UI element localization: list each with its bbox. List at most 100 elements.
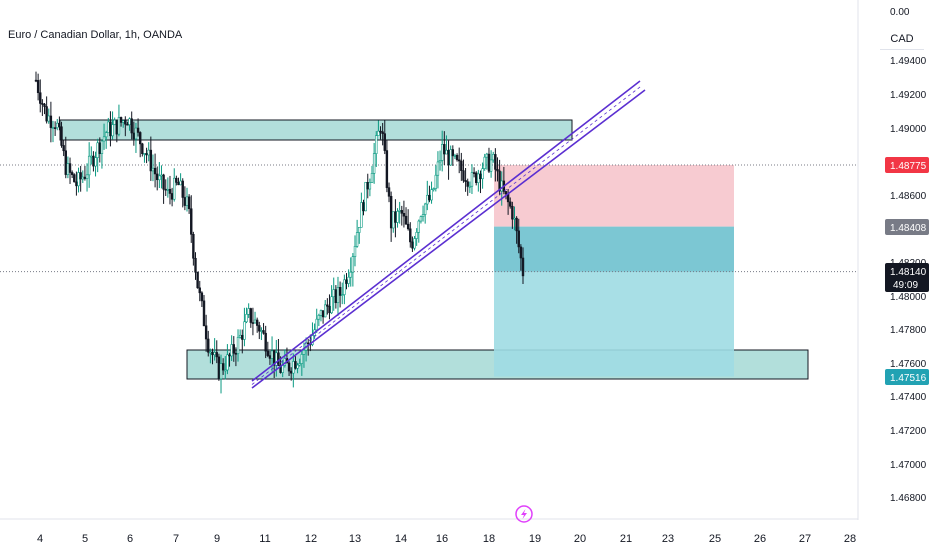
candle-body bbox=[194, 257, 197, 273]
candle-body bbox=[79, 172, 82, 180]
candle-body bbox=[519, 246, 523, 259]
candle-body bbox=[170, 193, 174, 200]
stop-price-badge bbox=[885, 157, 929, 173]
candle-body bbox=[96, 142, 99, 158]
candle-body bbox=[98, 142, 101, 154]
candle-body bbox=[260, 330, 263, 332]
x-tick-label: 23 bbox=[662, 533, 674, 545]
candle-body bbox=[215, 352, 218, 358]
candle-body bbox=[343, 279, 346, 295]
candle-body bbox=[287, 362, 291, 372]
candle-body bbox=[202, 300, 206, 327]
candle-body bbox=[366, 181, 369, 190]
candle-body bbox=[179, 180, 182, 186]
candle-body bbox=[228, 354, 231, 357]
candle-body bbox=[173, 177, 176, 200]
candle-body bbox=[417, 220, 420, 233]
x-tick-label: 6 bbox=[127, 533, 133, 545]
candle-body bbox=[396, 211, 399, 223]
x-tick-label: 21 bbox=[620, 533, 632, 545]
candle-body bbox=[302, 349, 306, 355]
candle-body bbox=[175, 177, 178, 183]
candle-body bbox=[332, 289, 335, 298]
candle-body bbox=[504, 191, 508, 195]
y-tick-label: 1.48600 bbox=[890, 191, 927, 202]
candle-body bbox=[428, 194, 431, 201]
candle-body bbox=[160, 174, 163, 177]
x-tick-label: 25 bbox=[709, 533, 721, 545]
candle-body bbox=[270, 350, 274, 359]
stop-loss-area[interactable] bbox=[494, 165, 734, 227]
candle-body bbox=[460, 160, 463, 171]
candle-body bbox=[470, 172, 474, 187]
candle-body bbox=[151, 167, 155, 172]
candle-body bbox=[492, 154, 495, 161]
currency-label[interactable]: CAD bbox=[880, 29, 924, 50]
candle-body bbox=[249, 308, 252, 323]
candle-body bbox=[368, 182, 372, 190]
candle-body bbox=[358, 227, 361, 233]
candle-body bbox=[398, 210, 401, 212]
candle-body bbox=[234, 352, 238, 355]
candle-body bbox=[77, 172, 80, 187]
candle-body bbox=[275, 352, 278, 366]
candle-body bbox=[255, 319, 259, 326]
candle-body bbox=[289, 370, 293, 374]
candle-body bbox=[119, 117, 123, 123]
channel-lower-line[interactable] bbox=[251, 89, 646, 389]
x-tick-label: 19 bbox=[529, 533, 541, 545]
candle-body bbox=[183, 197, 187, 206]
candle-body bbox=[477, 173, 480, 183]
x-tick-label: 11 bbox=[259, 533, 270, 545]
y-tick-label: 1.49000 bbox=[890, 124, 927, 135]
candle-body bbox=[153, 167, 157, 175]
candle-body bbox=[434, 174, 438, 189]
lightning-icon[interactable] bbox=[515, 505, 533, 523]
candle-body bbox=[45, 106, 48, 122]
candle-body bbox=[109, 121, 112, 137]
candle-body bbox=[443, 144, 446, 155]
candle-body bbox=[85, 174, 89, 179]
symbol-title: Euro / Canadian Dollar, 1h, OANDA bbox=[8, 29, 183, 41]
candle-body bbox=[62, 145, 65, 152]
candle-body bbox=[321, 310, 325, 318]
candle-body bbox=[51, 127, 55, 129]
candle-body bbox=[389, 195, 393, 229]
candle-body bbox=[164, 188, 167, 191]
candle-body bbox=[107, 121, 110, 134]
candle-body bbox=[411, 241, 414, 249]
candle-body bbox=[162, 174, 165, 190]
y-tick-label: 1.48000 bbox=[890, 292, 927, 303]
candle-body bbox=[94, 157, 97, 167]
candle-body bbox=[243, 321, 246, 340]
y-tick-label: 1.49200 bbox=[890, 90, 927, 101]
candle-body bbox=[136, 127, 140, 133]
candle-body bbox=[156, 173, 159, 181]
candle-body bbox=[145, 153, 148, 156]
candle-body bbox=[187, 196, 191, 210]
candle-body bbox=[445, 149, 448, 155]
candle-body bbox=[338, 287, 342, 296]
candle-body bbox=[60, 126, 63, 146]
candle-body bbox=[132, 132, 136, 140]
candle-body bbox=[56, 122, 59, 128]
candle-body bbox=[330, 296, 333, 314]
x-tick-label: 14 bbox=[395, 533, 407, 545]
candle-body bbox=[190, 208, 193, 235]
candle-body bbox=[224, 369, 227, 372]
candle-body bbox=[326, 304, 329, 307]
candle-body bbox=[517, 230, 520, 248]
candle-body bbox=[68, 163, 72, 173]
candle-body bbox=[521, 257, 525, 277]
candle-body bbox=[181, 180, 184, 198]
candle-body bbox=[353, 245, 357, 257]
candle-body bbox=[458, 159, 461, 162]
entry-price-badge bbox=[885, 219, 929, 235]
candle-body bbox=[83, 176, 87, 179]
candle-body bbox=[177, 182, 180, 186]
candle-body bbox=[143, 153, 146, 155]
candle-body bbox=[409, 228, 412, 243]
channel-upper-line[interactable] bbox=[251, 80, 641, 382]
x-tick-label: 12 bbox=[305, 533, 317, 545]
